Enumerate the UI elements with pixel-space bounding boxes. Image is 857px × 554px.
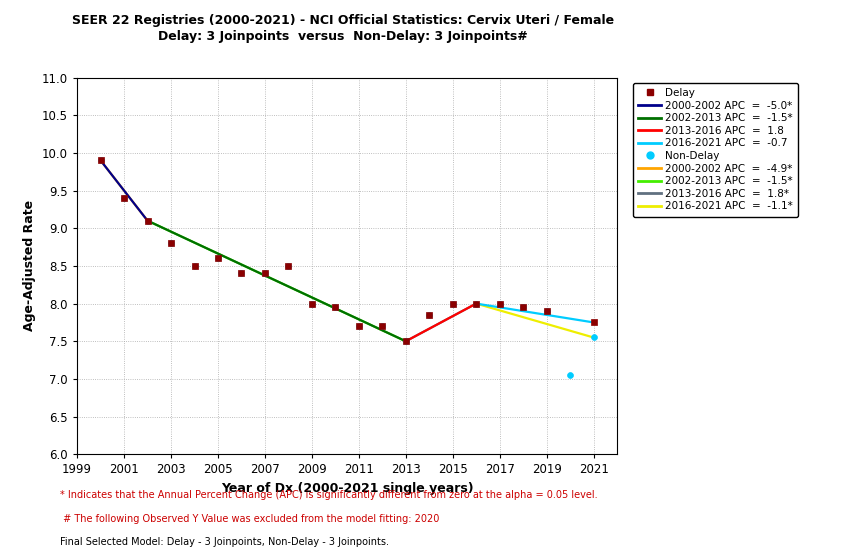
- Point: [141, 216, 154, 225]
- Point: [516, 303, 530, 312]
- Point: [93, 156, 107, 165]
- Point: [117, 194, 131, 203]
- Text: SEER 22 Registries (2000-2021) - NCI Official Statistics: Cervix Uteri / Female: SEER 22 Registries (2000-2021) - NCI Off…: [72, 14, 614, 27]
- Point: [141, 216, 154, 225]
- Point: [258, 269, 272, 278]
- Point: [328, 303, 342, 312]
- Point: [352, 322, 366, 331]
- Point: [493, 299, 506, 308]
- Point: [399, 337, 412, 346]
- Point: [423, 310, 436, 319]
- Point: [493, 299, 506, 308]
- Point: [93, 156, 107, 165]
- Point: [352, 322, 366, 331]
- Point: [188, 261, 201, 270]
- Point: [235, 269, 249, 278]
- Point: [305, 299, 319, 308]
- Point: [470, 299, 483, 308]
- Point: [563, 371, 577, 379]
- Point: [446, 299, 459, 308]
- Point: [587, 333, 601, 342]
- Point: [282, 261, 296, 270]
- Point: [470, 299, 483, 308]
- Point: [587, 318, 601, 327]
- Point: [516, 303, 530, 312]
- Text: Final Selected Model: Delay - 3 Joinpoints, Non-Delay - 3 Joinpoints.: Final Selected Model: Delay - 3 Joinpoin…: [60, 537, 389, 547]
- Point: [328, 303, 342, 312]
- Point: [540, 307, 554, 316]
- Y-axis label: Age-Adjusted Rate: Age-Adjusted Rate: [23, 201, 36, 331]
- Point: [305, 299, 319, 308]
- Point: [188, 261, 201, 270]
- Point: [211, 254, 225, 263]
- Point: [165, 239, 178, 248]
- Point: [117, 194, 131, 203]
- Text: # The following Observed Y Value was excluded from the model fitting: 2020: # The following Observed Y Value was exc…: [60, 514, 440, 524]
- Point: [258, 269, 272, 278]
- Point: [165, 239, 178, 248]
- Point: [446, 299, 459, 308]
- Point: [423, 310, 436, 319]
- Text: Delay: 3 Joinpoints  versus  Non-Delay: 3 Joinpoints#: Delay: 3 Joinpoints versus Non-Delay: 3 …: [158, 30, 528, 43]
- Point: [235, 269, 249, 278]
- Point: [211, 254, 225, 263]
- Point: [399, 337, 412, 346]
- Point: [375, 322, 389, 331]
- Legend: Delay, 2000-2002 APC  =  -5.0*, 2002-2013 APC  =  -1.5*, 2013-2016 APC  =  1.8, : Delay, 2000-2002 APC = -5.0*, 2002-2013 …: [633, 83, 799, 217]
- Point: [540, 307, 554, 316]
- Point: [375, 322, 389, 331]
- X-axis label: Year of Dx (2000-2021 single years): Year of Dx (2000-2021 single years): [221, 482, 473, 495]
- Text: * Indicates that the Annual Percent Change (APC) is significantly different from: * Indicates that the Annual Percent Chan…: [60, 490, 597, 500]
- Point: [282, 261, 296, 270]
